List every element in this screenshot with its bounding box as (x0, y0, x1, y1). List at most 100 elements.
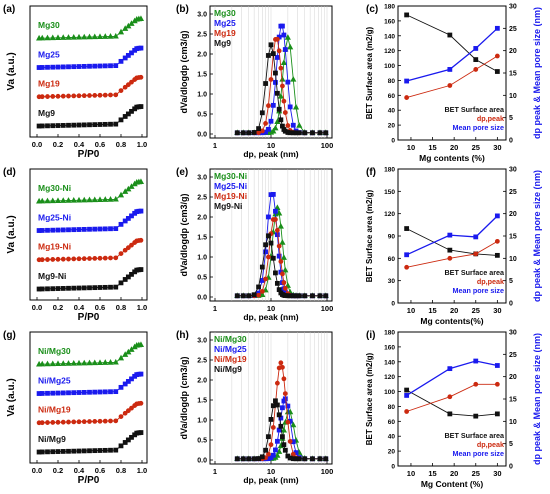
isotherm-point (117, 354, 125, 361)
psd-point (274, 55, 280, 60)
isotherm-point (108, 63, 113, 69)
psd-point (277, 93, 284, 99)
y-tick-label-left: 100 (384, 389, 395, 396)
y-tick-label-right: 10 (509, 93, 517, 100)
series-label: Ni/Mg19 (38, 405, 71, 415)
psd-point (282, 285, 288, 291)
isotherm-point (75, 33, 83, 40)
isotherm-point (102, 92, 108, 98)
isotherm-point (129, 271, 134, 277)
mean-pore-line (406, 215, 498, 256)
y-tick-label-left: 90 (388, 234, 396, 241)
isotherm-point (97, 63, 103, 69)
isotherm-point (81, 196, 88, 203)
isotherm-point (55, 93, 61, 99)
y-axis-label: dVa/dlogdp (cm3/g) (179, 30, 189, 113)
isotherm-point (45, 123, 50, 129)
psd-point (278, 117, 284, 123)
isotherm-point (39, 123, 45, 129)
isotherm-point (97, 285, 103, 290)
psd-point (270, 102, 276, 108)
y-axis-label-left: BET Surface area (m2/g) (365, 26, 374, 119)
x-tick-label: 25 (472, 306, 480, 315)
psd-point (268, 118, 274, 124)
psd-point (317, 456, 323, 462)
psd-point (310, 293, 315, 299)
isotherm-point (138, 430, 144, 435)
isotherm-point (55, 64, 61, 70)
isotherm-point (102, 121, 108, 127)
isotherm-point (81, 419, 87, 425)
psd-point (263, 81, 268, 86)
psd-point (281, 32, 287, 38)
isotherm-point (71, 122, 77, 128)
y-tick-label-left: 180 (384, 4, 395, 11)
isotherm-point (54, 360, 62, 367)
isotherm-point (102, 255, 108, 261)
psd-point (287, 43, 294, 50)
y-tick-label-right: 0 (509, 464, 513, 471)
series-label: Mg9-Ni (38, 271, 66, 281)
isotherm-point (50, 123, 56, 129)
isotherm-point (118, 88, 124, 94)
psd-point (273, 70, 278, 76)
isotherm-point (50, 420, 56, 425)
y-tick-label: 1.5 (197, 398, 207, 405)
isotherm-point (113, 284, 119, 290)
isotherm-point (55, 419, 61, 425)
x-tick-label: 0.2 (53, 466, 63, 475)
isotherm-point (102, 284, 108, 290)
psd-point (268, 417, 274, 422)
isotherm-point (108, 255, 113, 261)
isotherm-point (39, 228, 45, 233)
isotherm-point (86, 33, 93, 40)
legend-entry: Mg25 (214, 18, 236, 28)
psd-point (273, 80, 278, 85)
isotherm-point (76, 256, 82, 262)
x-tick-label: 10 (267, 304, 275, 313)
psd-point (323, 456, 329, 462)
psd-point (281, 442, 287, 448)
isotherm-point (137, 341, 145, 348)
y-tick-label-left: 120 (384, 48, 395, 55)
y-tick-label-right: 30 (509, 4, 517, 11)
psd-point (280, 434, 285, 440)
isotherm-point (76, 122, 82, 128)
isotherm-point (50, 64, 56, 70)
isotherm-point (122, 381, 128, 387)
psd-point (266, 434, 271, 440)
isotherm-point (60, 64, 66, 70)
legend-entry: BET Surface area (444, 431, 505, 440)
y-tick-label-left: 140 (384, 359, 395, 366)
isotherm-point (102, 226, 108, 232)
isotherm-point (117, 191, 125, 198)
isotherm-point (96, 33, 104, 39)
y-tick-label-right: 5 (509, 115, 513, 122)
isotherm-point (87, 285, 92, 291)
isotherm-point (81, 226, 87, 232)
y-tick-label-left: 40 (388, 108, 396, 115)
isotherm-point (113, 447, 119, 453)
psd-point (234, 456, 240, 462)
mean-pore-line (406, 27, 498, 82)
isotherm-point (118, 117, 124, 123)
psd-point (270, 127, 277, 134)
x-tick-label: 20 (450, 143, 458, 152)
x-tick-label: 15 (428, 143, 436, 152)
y-tick-label-left: 0 (391, 464, 395, 471)
isotherm-point (50, 227, 56, 233)
psd-point (282, 391, 288, 397)
mean-pore-line-point (494, 213, 500, 219)
y-tick-label: 0.0 (197, 132, 207, 139)
psd-point (274, 402, 280, 408)
legend-entry: Ni/Mg9 (214, 364, 242, 374)
x-tick-label: 0.0 (32, 466, 42, 475)
isotherm-point (39, 391, 45, 396)
x-axis-label: P/P0 (78, 475, 100, 486)
isotherm-point (50, 286, 56, 292)
isotherm-point (138, 237, 144, 243)
isotherm-point (87, 256, 92, 261)
isotherm-point (75, 359, 83, 366)
isotherm-point (125, 379, 131, 384)
psd-point (274, 280, 280, 286)
